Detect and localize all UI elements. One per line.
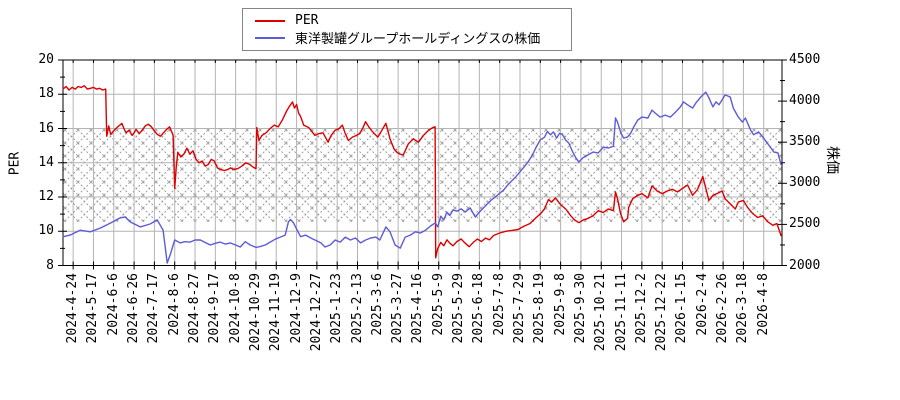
x-axis-tick-label: 2024-7-17 bbox=[146, 273, 162, 344]
series-line-per bbox=[62, 84, 782, 259]
y-axis-left-tick-label: 8 bbox=[46, 257, 54, 273]
y-axis-left-tick-label: 16 bbox=[38, 120, 54, 136]
legend-item-per: PER bbox=[243, 12, 571, 29]
right-axis-title: 株価 bbox=[824, 146, 840, 174]
x-axis-tick-label: 2024-12-9 bbox=[288, 273, 304, 344]
x-axis-tick-label: 2025-7-29 bbox=[511, 273, 527, 344]
x-axis-tick-label: 2025-9-30 bbox=[572, 273, 588, 344]
y-axis-left-tick-label: 20 bbox=[38, 52, 54, 67]
legend-item-stock: 東洋製罐グループホールディングスの株価 bbox=[243, 29, 571, 47]
x-axis-tick-label: 2024-10-8 bbox=[227, 273, 243, 344]
y-axis-right-tick-label: 4000 bbox=[789, 93, 821, 109]
x-axis-tick-label: 2025-3-6 bbox=[369, 273, 385, 336]
x-axis-tick-label: 2025-3-27 bbox=[390, 273, 406, 344]
y-axis-right-tick-label: 3000 bbox=[789, 175, 821, 191]
x-axis-tick-label: 2026-2-4 bbox=[694, 273, 710, 336]
legend-label-stock: 東洋製罐グループホールディングスの株価 bbox=[295, 32, 541, 47]
x-axis-tick-label: 2025-5-9 bbox=[430, 273, 446, 336]
x-axis-tick-label: 2025-12-22 bbox=[654, 273, 670, 352]
x-axis-tick-label: 2024-9-17 bbox=[207, 273, 223, 344]
x-axis-tick-label: 2026-4-8 bbox=[755, 273, 771, 336]
x-axis-tick-label: 2024-10-29 bbox=[247, 273, 263, 352]
x-axis-tick-label: 2024-6-6 bbox=[105, 273, 121, 336]
x-axis-tick-label: 2024-8-6 bbox=[166, 273, 182, 336]
per-line-swatch bbox=[255, 19, 285, 22]
x-axis-tick-label: 2024-12-27 bbox=[308, 273, 324, 352]
y-axis-right-tick-label: 3500 bbox=[789, 134, 821, 150]
x-axis-tick-label: 2024-8-27 bbox=[187, 273, 203, 344]
x-axis-tick-label: 2025-6-18 bbox=[471, 273, 487, 344]
x-axis-tick-label: 2025-11-11 bbox=[613, 273, 629, 352]
y-axis-right-tick-label: 2000 bbox=[789, 257, 821, 273]
series-line-stock bbox=[62, 91, 782, 264]
y-axis-left-tick-label: 10 bbox=[38, 223, 54, 239]
y-axis-left-tick-label: 18 bbox=[38, 86, 54, 102]
x-axis-tick-label: 2025-7-8 bbox=[491, 273, 507, 336]
x-axis-tick-label: 2025-12-2 bbox=[633, 273, 649, 344]
legend: PER 東洋製罐グループホールディングスの株価 bbox=[242, 8, 572, 51]
y-axis-left-tick-label: 12 bbox=[38, 189, 54, 204]
legend-label-per: PER bbox=[295, 13, 319, 28]
x-axis-tick-label: 2025-2-13 bbox=[349, 273, 365, 344]
x-axis-tick-label: 2025-5-29 bbox=[451, 273, 467, 344]
y-axis-right-tick-label: 2500 bbox=[789, 216, 821, 232]
x-axis-tick-label: 2025-9-8 bbox=[552, 273, 568, 336]
y-axis-left-tick-label: 14 bbox=[38, 154, 54, 170]
x-axis-tick-label: 2026-1-15 bbox=[674, 273, 690, 344]
per-band bbox=[63, 128, 782, 222]
x-axis-tick-label: 2024-5-17 bbox=[85, 273, 101, 344]
x-axis-tick-label: 2025-1-23 bbox=[329, 273, 345, 344]
left-axis-title: PER bbox=[7, 151, 23, 176]
x-axis-tick-label: 2024-4-24 bbox=[65, 273, 81, 344]
x-axis-tick-label: 2025-10-21 bbox=[593, 273, 609, 352]
stock-line-swatch bbox=[255, 36, 285, 39]
y-axis-right-tick-label: 4500 bbox=[789, 52, 821, 67]
x-axis-tick-label: 2024-6-26 bbox=[126, 273, 142, 344]
x-axis-tick-label: 2025-4-16 bbox=[410, 273, 426, 344]
x-axis-tick-label: 2026-2-26 bbox=[715, 273, 731, 344]
x-axis-tick-label: 2026-3-18 bbox=[735, 273, 751, 344]
x-axis-tick-label: 2025-8-19 bbox=[532, 273, 548, 344]
x-axis-tick-label: 2024-11-19 bbox=[268, 273, 284, 352]
